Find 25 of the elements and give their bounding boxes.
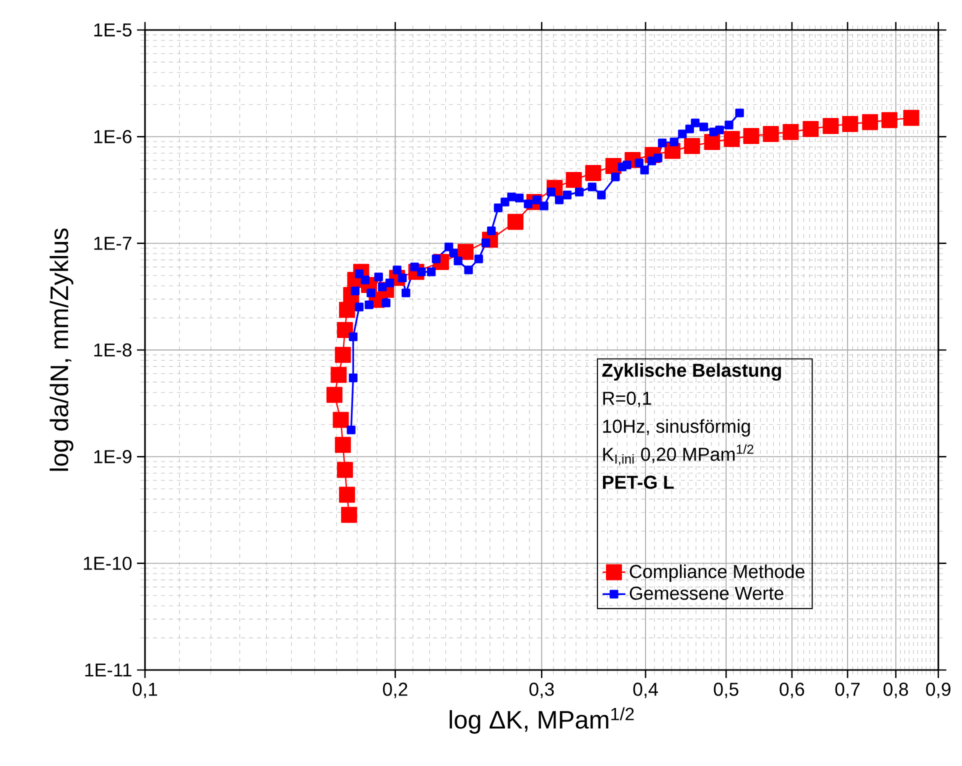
x-tick-label: 0,6: [780, 682, 804, 698]
y-tick-label: 1E-7: [94, 236, 132, 250]
y-tick-label: 1E-6: [94, 130, 132, 144]
legend-label: Gemessene Werte: [630, 586, 784, 600]
y-tick-label: 1E-11: [85, 664, 132, 676]
annotation: PET-G L: [602, 476, 674, 489]
annotation: Zyklische Belastung: [602, 363, 781, 381]
y-tick-label: 1E-9: [94, 450, 132, 464]
x-tick-label: 0,2: [383, 682, 408, 698]
y-tick-label: 1E-10: [84, 556, 132, 570]
x-tick-label: 0,8: [884, 682, 908, 698]
y-tick-label: 1E-5: [94, 23, 132, 37]
annotation: K$_{I,ini}$ 0,20 MPam$^{1/2}$: [603, 444, 754, 466]
x-axis-title: log ΔK, MPam$^{1/2}$: [450, 707, 634, 734]
annotation: R=0,1: [603, 392, 652, 408]
x-tick-label: 0,3: [529, 682, 554, 698]
x-tick-label: 0,9: [926, 682, 950, 698]
x-tick-label: 0,1: [132, 682, 158, 698]
y-axis-title: log da/dN, mm/Zyklus: [50, 228, 74, 471]
legend-label: Compliance Methode: [630, 564, 804, 582]
y-tick-label: 1E-8: [94, 343, 132, 357]
x-tick-label: 0,4: [633, 682, 658, 698]
x-tick-label: 0,7: [835, 682, 860, 698]
x-tick-label: 0,5: [714, 682, 738, 698]
annotation: 10Hz, sinusförmig: [603, 419, 750, 437]
